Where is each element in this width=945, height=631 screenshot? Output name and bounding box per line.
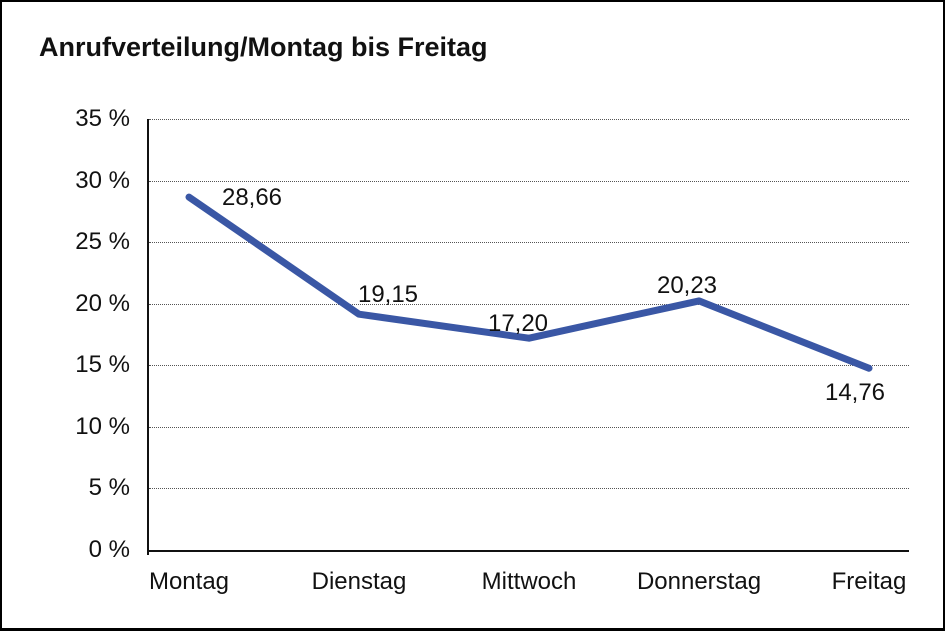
x-category-label: Freitag xyxy=(831,568,907,595)
y-tick-label: 15 % xyxy=(75,351,130,379)
data-label: 20,23 xyxy=(656,271,718,299)
x-category-label: Montag xyxy=(148,568,230,595)
y-tick-label: 0 % xyxy=(88,536,130,563)
gridline xyxy=(149,119,909,120)
data-label: 28,66 xyxy=(221,184,283,212)
gridline xyxy=(149,242,909,244)
gridline xyxy=(149,488,909,490)
y-tick-label: 20 % xyxy=(75,289,130,317)
y-tick-label: 30 % xyxy=(75,166,130,194)
gridline xyxy=(149,426,909,428)
series-polyline xyxy=(185,193,873,372)
chart-title: Anrufverteilung/Montag bis Freitag xyxy=(39,32,488,62)
data-label: 14,76 xyxy=(824,379,886,407)
y-tick-label: 35 % xyxy=(75,105,130,132)
gridline xyxy=(149,180,909,182)
x-category-label: Mittwoch xyxy=(481,568,577,595)
gridline xyxy=(149,365,909,367)
y-axis-line xyxy=(147,119,149,555)
y-tick-label: 25 % xyxy=(75,228,130,256)
y-tick-label: 10 % xyxy=(75,412,130,440)
x-category-label: Donnerstag xyxy=(636,568,762,595)
data-label: 19,15 xyxy=(357,281,419,309)
gridline xyxy=(149,303,909,305)
x-category-label: Dienstag xyxy=(311,568,407,595)
data-label: 17,20 xyxy=(487,310,549,338)
x-axis-line xyxy=(147,550,909,552)
y-tick-label: 5 % xyxy=(88,474,130,502)
